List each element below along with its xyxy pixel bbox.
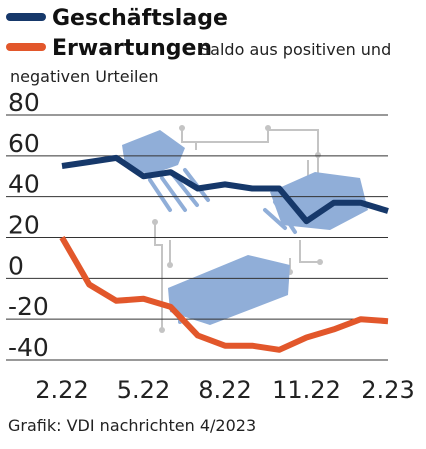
legend: Geschäftslage Erwartungen Saldo aus posi… bbox=[6, 6, 396, 86]
legend-note: Saldo aus positiven und negativen Urteil… bbox=[10, 40, 396, 86]
x-tick-label: 5.22 bbox=[117, 376, 170, 404]
y-tick-label: 0 bbox=[8, 251, 24, 280]
series-line-geschaeftslage bbox=[61, 154, 389, 225]
source-note: Grafik: VDI nachrichten 4/2023 bbox=[8, 416, 256, 435]
y-tick-label: 40 bbox=[8, 170, 40, 199]
series-line-erwartungen bbox=[59, 235, 389, 353]
y-tick-label: 80 bbox=[8, 88, 40, 117]
y-tick-label: -40 bbox=[8, 333, 49, 362]
x-tick-label: 8.22 bbox=[198, 376, 251, 404]
gridlines bbox=[6, 114, 388, 361]
y-tick-label: 20 bbox=[8, 211, 40, 240]
y-tick-label: 60 bbox=[8, 129, 40, 158]
y-tick-label: -20 bbox=[8, 292, 49, 321]
series-lines bbox=[59, 154, 389, 353]
legend-label-geschaeftslage: Geschäftslage bbox=[52, 6, 228, 31]
legend-label-erwartungen: Erwartungen bbox=[52, 36, 212, 61]
x-tick-label: 2.22 bbox=[35, 376, 88, 404]
y-tick-labels: 80 60 40 20 0 -20 -40 bbox=[8, 88, 49, 362]
x-tick-label: 11.22 bbox=[272, 376, 341, 404]
x-tick-label: 2.23 bbox=[361, 376, 414, 404]
chip-illustration bbox=[122, 125, 368, 333]
x-tick-labels: 2.22 5.22 8.22 11.22 2.23 bbox=[35, 376, 414, 404]
